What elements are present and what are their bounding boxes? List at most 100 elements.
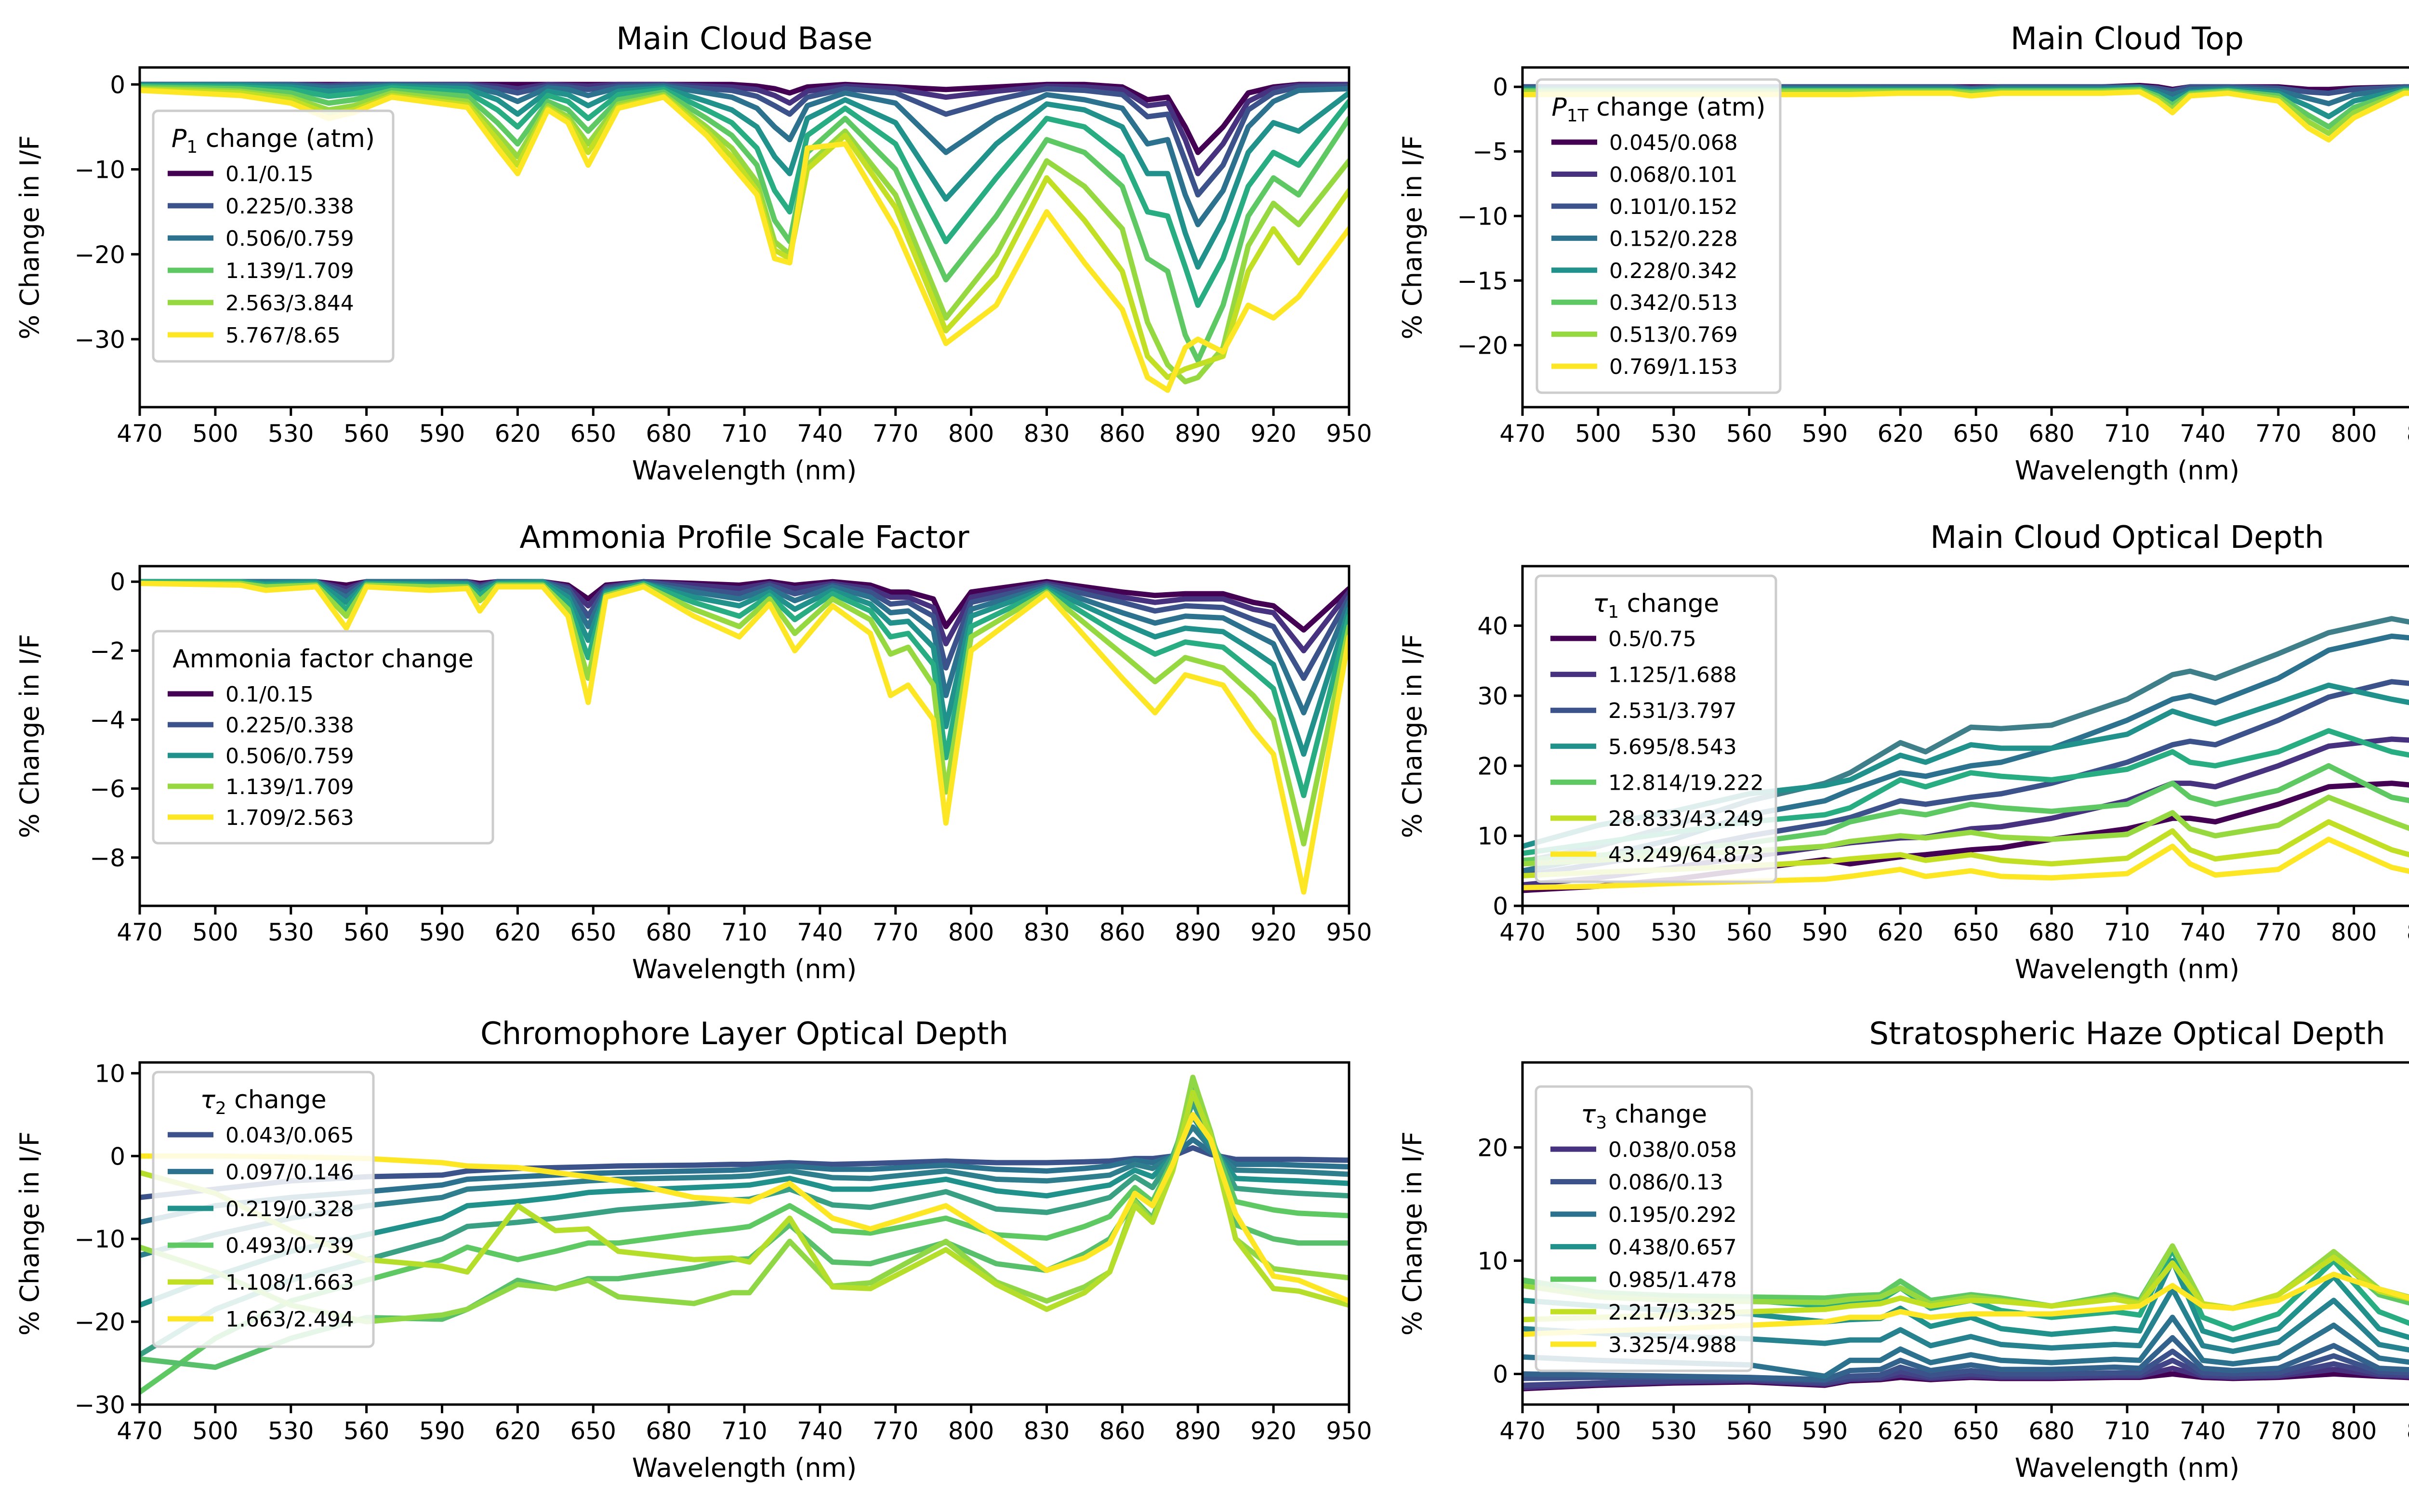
x-axis-label: Wavelength (nm) <box>2015 455 2239 486</box>
series-line-c11 <box>1522 836 2409 890</box>
x-axis-label: Wavelength (nm) <box>632 954 857 984</box>
x-tick-label: 710 <box>721 918 767 946</box>
subplot-4: Main Cloud Optical Depth 470 500 530 560 590 6… <box>1397 520 2409 984</box>
x-tick-label: 740 <box>2180 1417 2225 1445</box>
y-axis-label: % Change in I/F <box>1397 135 1428 340</box>
x-tick-label: 770 <box>873 1417 918 1445</box>
subplot-title: Main Cloud Base <box>616 21 873 57</box>
legend-label: 1.139/1.709 <box>225 259 354 283</box>
legend-entry: 12.814/19.222 <box>1550 770 1764 795</box>
subplot-title: Chromophore Layer Optical Depth <box>480 1016 1008 1052</box>
legend-label: 12.814/19.222 <box>1608 770 1764 795</box>
y-axis-label: % Change in I/F <box>1397 1131 1428 1336</box>
legend: τ2 change 0.043/0.065 0.097/0.146 0.219/0.3… <box>152 1071 375 1348</box>
y-tick-label: −20 <box>74 241 125 269</box>
y-tick-label: 10 <box>1477 822 1508 850</box>
legend-label: 0.985/1.478 <box>1608 1268 1737 1292</box>
x-axis-label: Wavelength (nm) <box>2015 954 2239 984</box>
x-tick-label: 770 <box>873 918 918 946</box>
y-tick-label: −5 <box>1472 138 1508 166</box>
y-tick-label: 0 <box>1493 73 1508 101</box>
x-tick-label: 650 <box>570 420 616 448</box>
legend-label: 1.125/1.688 <box>1608 663 1737 688</box>
x-tick-label: 800 <box>2331 918 2377 946</box>
y-axis-label: % Change in I/F <box>14 135 45 340</box>
x-tick-label: 680 <box>2028 918 2074 946</box>
series-line-c9 <box>1522 1247 2409 1331</box>
legend-label: 5.767/8.65 <box>225 323 341 348</box>
x-axis-label: Wavelength (nm) <box>632 1453 857 1483</box>
legend-entry: 2.217/3.325 <box>1550 1300 1737 1325</box>
y-tick-label: 40 <box>1477 612 1508 640</box>
legend-label: 0.045/0.068 <box>1609 131 1738 155</box>
legend-label: 0.225/0.338 <box>225 194 354 219</box>
series-line-c4 <box>1522 1349 2409 1384</box>
legend-label: 0.506/0.759 <box>225 744 354 769</box>
x-tick-label: 710 <box>2104 1417 2150 1445</box>
y-tick-label: 0 <box>110 1142 125 1170</box>
series-line-c10 <box>140 88 1349 393</box>
x-tick-label: 530 <box>268 918 314 946</box>
x-tick-label: 530 <box>268 420 314 448</box>
legend-entry: 1.663/2.494 <box>168 1307 354 1332</box>
y-tick-label: −30 <box>74 1391 125 1419</box>
x-tick-label: 680 <box>2028 420 2074 448</box>
series-line-c5 <box>1522 616 2409 864</box>
series-line-c2 <box>140 1137 1349 1225</box>
legend-entry: 1.125/1.688 <box>1550 663 1737 688</box>
legend-box <box>1535 1085 1753 1372</box>
series-line-c8 <box>140 1074 1349 1325</box>
x-tick-label: 620 <box>495 1417 541 1445</box>
x-tick-label: 740 <box>797 1417 843 1445</box>
y-tick-label: −6 <box>90 775 125 803</box>
series-line-c7 <box>1522 1286 2409 1354</box>
series-group <box>1522 83 2409 143</box>
legend-label: 1.709/2.563 <box>225 806 354 830</box>
legend-label: 0.225/0.338 <box>225 713 354 738</box>
legend-label: 0.342/0.513 <box>1609 291 1738 315</box>
x-tick-label: 620 <box>1878 420 1923 448</box>
x-tick-label: 590 <box>419 918 465 946</box>
x-axis-label: Wavelength (nm) <box>632 455 857 486</box>
x-tick-label: 530 <box>268 1417 314 1445</box>
x-tick-label: 740 <box>797 918 843 946</box>
legend-label: 0.086/0.13 <box>1608 1170 1723 1194</box>
legend-box <box>152 630 494 845</box>
series-line-c13 <box>1522 1272 2409 1337</box>
x-tick-label: 500 <box>1575 1417 1621 1445</box>
y-tick-label: 20 <box>1477 752 1508 780</box>
x-tick-label: 470 <box>1499 1417 1545 1445</box>
x-tick-label: 650 <box>1953 918 1999 946</box>
x-tick-label: 770 <box>2255 918 2301 946</box>
legend-entry: 2.531/3.797 <box>1550 699 1737 723</box>
y-tick-label: 20 <box>1477 1134 1508 1162</box>
x-tick-label: 560 <box>1726 1417 1772 1445</box>
legend-label: 0.506/0.759 <box>225 226 354 251</box>
y-tick-label: −10 <box>1457 202 1508 230</box>
legend-entry: 0.506/0.759 <box>168 744 354 769</box>
legend-entry: 0.769/1.153 <box>1551 355 1738 379</box>
legend-label: 0.769/1.153 <box>1609 355 1738 379</box>
legend-label: 0.438/0.657 <box>1608 1235 1737 1260</box>
x-tick-label: 800 <box>948 420 994 448</box>
x-axis-label: Wavelength (nm) <box>2015 1453 2239 1483</box>
legend-label: 0.493/0.739 <box>225 1233 354 1258</box>
x-tick-label: 560 <box>344 918 389 946</box>
x-tick-label: 710 <box>721 420 767 448</box>
x-tick-label: 710 <box>2104 918 2150 946</box>
legend-entry: 0.1/0.15 <box>168 162 314 186</box>
x-tick-label: 740 <box>2180 918 2225 946</box>
legend-label: 28.833/43.249 <box>1608 807 1764 831</box>
x-tick-label: 680 <box>646 1417 691 1445</box>
legend-label: 1.663/2.494 <box>225 1307 354 1332</box>
x-tick-label: 620 <box>495 918 541 946</box>
legend-label: 0.097/0.146 <box>225 1160 354 1184</box>
x-tick-label: 830 <box>1024 918 1070 946</box>
series-line-c5 <box>140 1100 1349 1358</box>
legend-label: 0.228/0.342 <box>1609 259 1738 283</box>
subplot-title: Main Cloud Top <box>2011 21 2244 57</box>
series-line-c7 <box>140 581 1349 847</box>
x-tick-label: 920 <box>1250 1417 1296 1445</box>
subplot-1: Main Cloud Base 470 500 530 560 590 620 650 680 7… <box>14 21 1372 486</box>
legend-entry: 0.985/1.478 <box>1550 1268 1737 1292</box>
